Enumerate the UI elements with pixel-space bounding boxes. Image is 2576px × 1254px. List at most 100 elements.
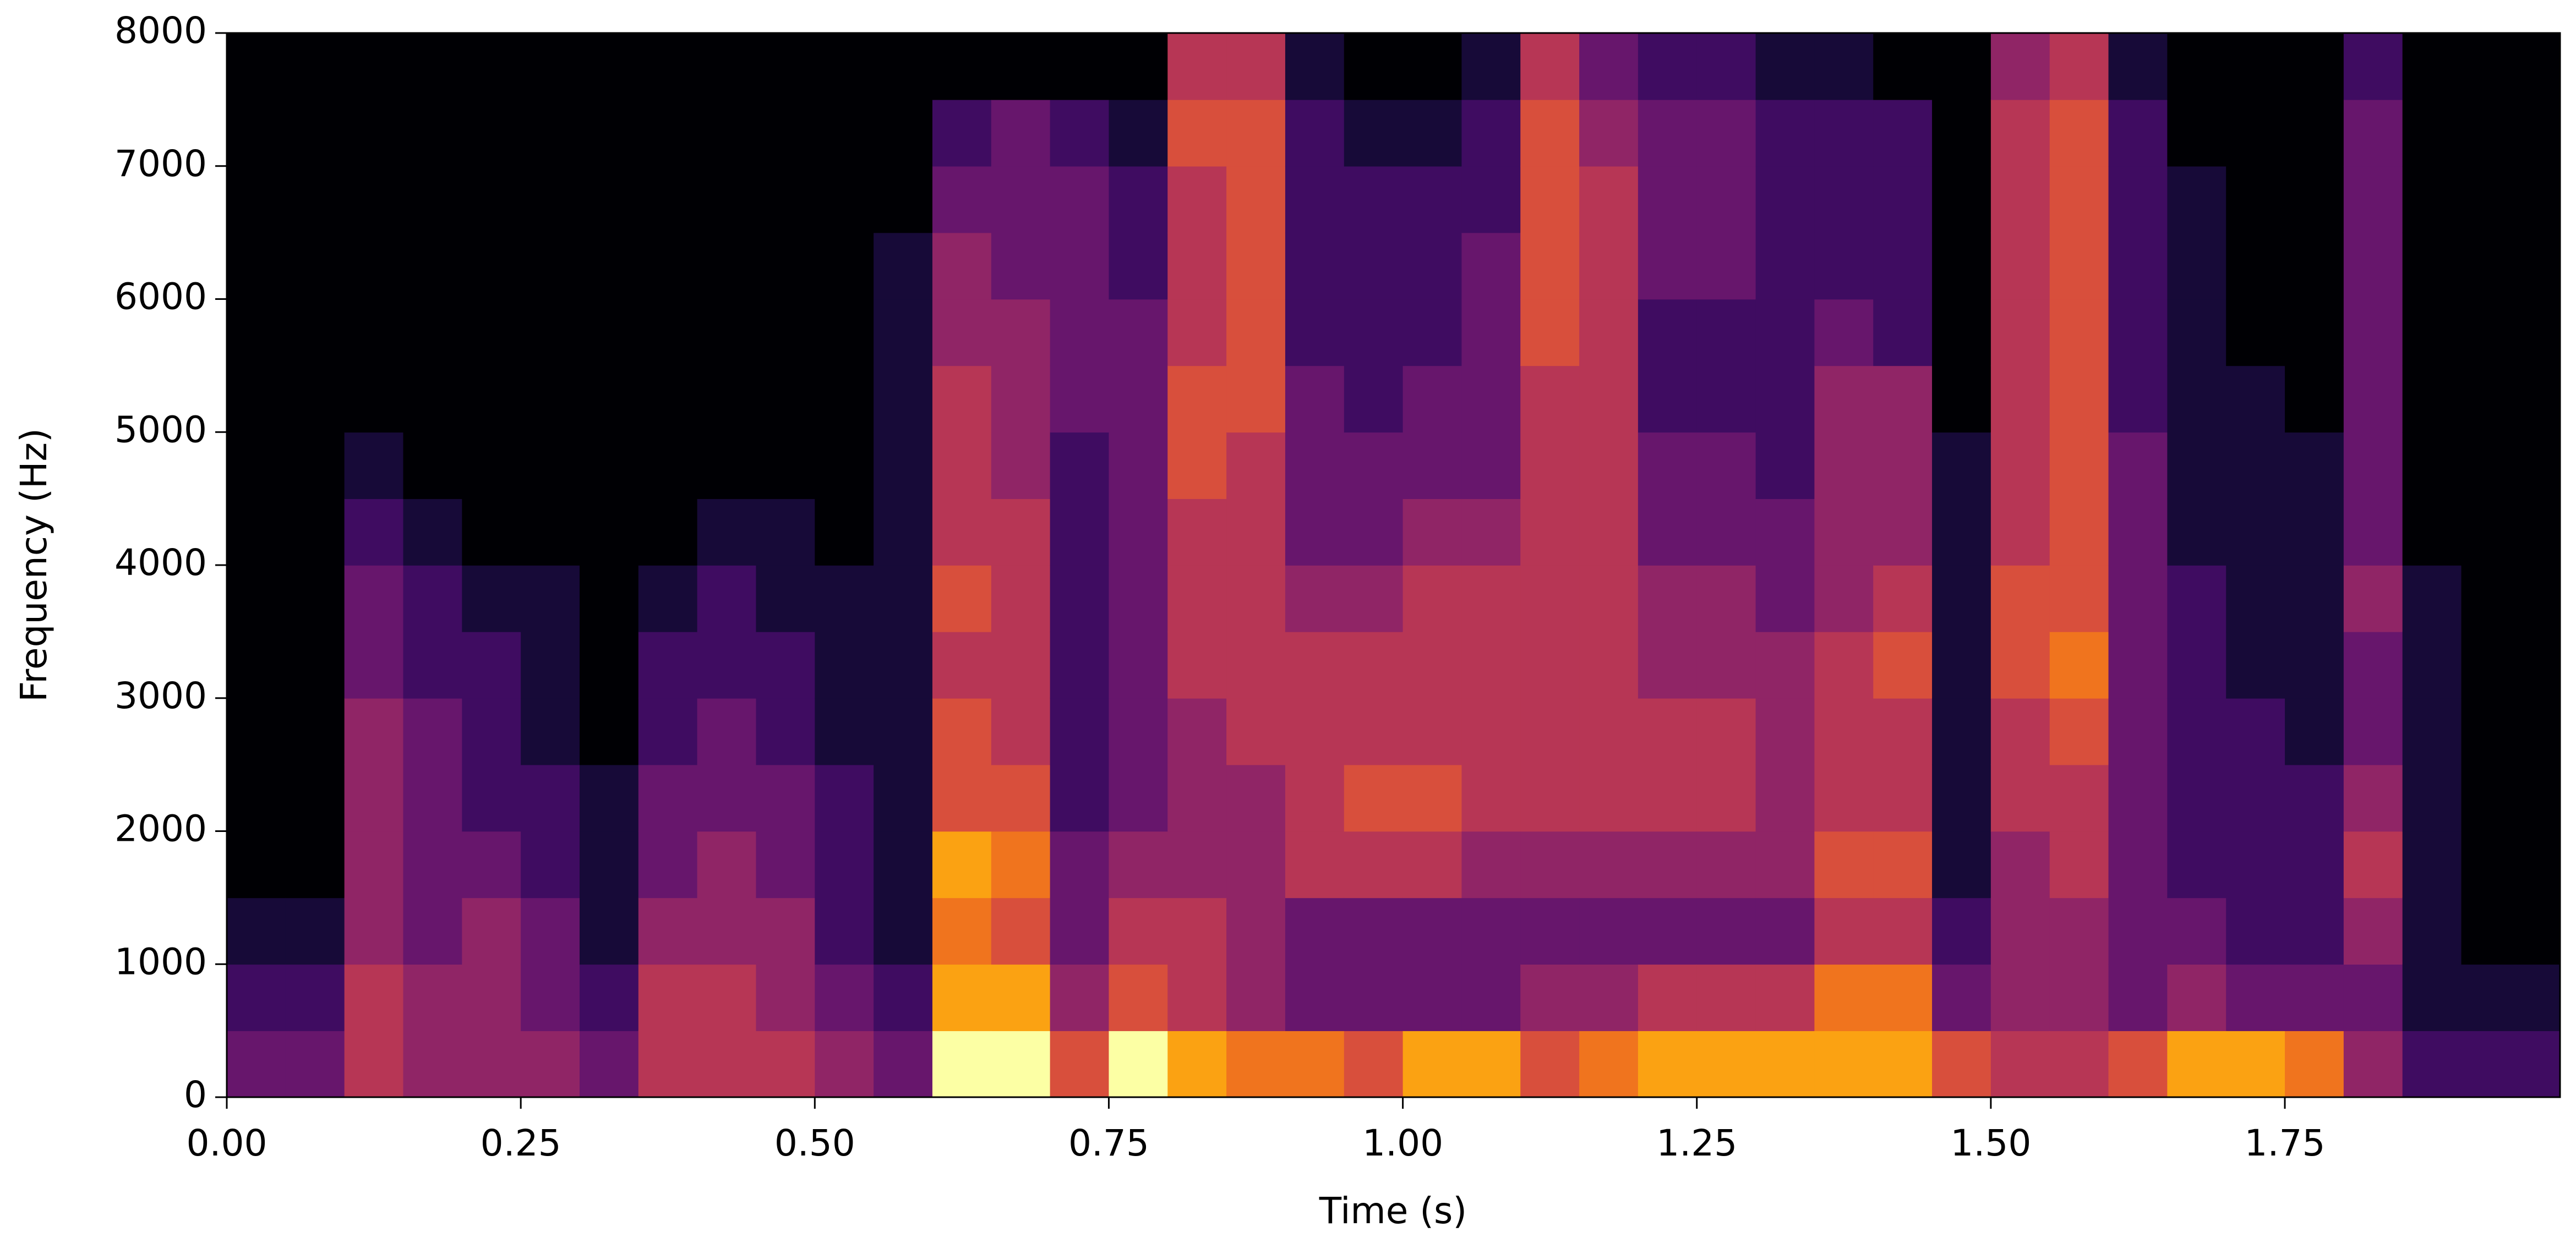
heatmap-cell <box>2461 764 2521 832</box>
heatmap-cell <box>638 232 698 300</box>
heatmap-cell <box>991 166 1051 233</box>
heatmap-cell <box>1050 631 1110 699</box>
heatmap-cell <box>1285 232 1345 300</box>
heatmap-cell <box>2108 1031 2168 1097</box>
heatmap-cell <box>2167 565 2227 632</box>
heatmap-cell <box>227 232 286 300</box>
heatmap-cell <box>991 698 1051 765</box>
heatmap-cell <box>462 565 521 632</box>
heatmap-cell <box>2226 99 2285 167</box>
heatmap-cell <box>2343 499 2403 566</box>
heatmap-cell <box>403 764 463 832</box>
heatmap-cell <box>462 232 521 300</box>
heatmap-cell <box>1109 232 1169 300</box>
heatmap-cell <box>1461 499 1521 566</box>
heatmap-cell <box>991 99 1051 167</box>
heatmap-cell <box>2343 631 2403 699</box>
heatmap-cell <box>932 631 992 699</box>
heatmap-cell <box>991 232 1051 300</box>
heatmap-cell <box>1109 432 1169 499</box>
heatmap-cell <box>579 964 639 1031</box>
heatmap-cell <box>697 432 757 499</box>
heatmap-cell <box>697 365 757 433</box>
heatmap-cell <box>2049 33 2109 100</box>
heatmap-cell <box>1579 499 1639 566</box>
heatmap-cell <box>285 565 345 632</box>
heatmap-cell <box>285 432 345 499</box>
heatmap-cell <box>1285 499 1345 566</box>
heatmap-cell <box>1873 764 1933 832</box>
heatmap-cell <box>2343 33 2403 100</box>
heatmap-cell <box>638 897 698 965</box>
heatmap-cell <box>1520 631 1580 699</box>
heatmap-cell <box>579 432 639 499</box>
heatmap-cell <box>1755 764 1815 832</box>
heatmap-cell <box>1344 499 1404 566</box>
heatmap-cell <box>2285 565 2344 632</box>
heatmap-cell <box>1226 964 1286 1031</box>
heatmap-cell <box>2108 499 2168 566</box>
heatmap-cell <box>697 499 757 566</box>
heatmap-cell <box>697 1031 757 1097</box>
heatmap-cell <box>1579 897 1639 965</box>
heatmap-cell <box>344 1031 404 1097</box>
heatmap-cell <box>1755 99 1815 167</box>
heatmap-cell <box>1167 831 1227 899</box>
heatmap-cell <box>1520 232 1580 300</box>
heatmap-cell <box>521 166 580 233</box>
heatmap-cell <box>521 698 580 765</box>
heatmap-cell <box>697 99 757 167</box>
y-axis-label: Frequency (Hz) <box>13 428 55 702</box>
heatmap-cell <box>403 166 463 233</box>
heatmap-cell <box>403 33 463 100</box>
heatmap-cell <box>2343 299 2403 366</box>
heatmap-cell <box>1344 33 1404 100</box>
heatmap-cell <box>1050 499 1110 566</box>
heatmap-cell <box>874 1031 933 1097</box>
heatmap-cell <box>1755 831 1815 899</box>
heatmap-cell <box>2461 232 2521 300</box>
heatmap-cell <box>1402 232 1462 300</box>
heatmap-cell <box>756 897 816 965</box>
heatmap-cell <box>2343 365 2403 433</box>
heatmap-cell <box>227 432 286 499</box>
heatmap-cell <box>1226 631 1286 699</box>
heatmap-cell <box>1050 698 1110 765</box>
y-tick-label: 0 <box>184 1074 207 1116</box>
heatmap-cell <box>1755 166 1815 233</box>
heatmap-cell <box>285 698 345 765</box>
heatmap-cell <box>1050 964 1110 1031</box>
heatmap-cell <box>344 499 404 566</box>
heatmap-cell <box>1814 831 1874 899</box>
heatmap-cell <box>1461 299 1521 366</box>
heatmap-cell <box>1638 432 1698 499</box>
heatmap-cell <box>521 33 580 100</box>
heatmap-cell <box>1579 365 1639 433</box>
heatmap-cell <box>1109 365 1169 433</box>
heatmap-cell <box>344 897 404 965</box>
heatmap-cell <box>1285 1031 1345 1097</box>
heatmap-cell <box>638 299 698 366</box>
heatmap-cell <box>1579 99 1639 167</box>
heatmap-cell <box>1285 99 1345 167</box>
heatmap-cell <box>2167 432 2227 499</box>
heatmap-cell <box>1990 897 2050 965</box>
heatmap-cell <box>697 232 757 300</box>
heatmap-cell <box>1755 33 1815 100</box>
heatmap-cell <box>1696 33 1756 100</box>
heatmap-cell <box>2285 499 2344 566</box>
heatmap-cell <box>462 166 521 233</box>
heatmap-cell <box>991 432 1051 499</box>
heatmap-cell <box>1638 964 1698 1031</box>
heatmap-cell <box>403 631 463 699</box>
heatmap-cell <box>1814 764 1874 832</box>
heatmap-cell <box>1696 698 1756 765</box>
heatmap-cell <box>285 764 345 832</box>
heatmap-cell <box>403 432 463 499</box>
heatmap-cell <box>2402 964 2462 1031</box>
heatmap-cell <box>285 166 345 233</box>
heatmap-cell <box>1873 565 1933 632</box>
heatmap-cell <box>1696 499 1756 566</box>
heatmap-cell <box>1579 764 1639 832</box>
heatmap-cell <box>227 764 286 832</box>
